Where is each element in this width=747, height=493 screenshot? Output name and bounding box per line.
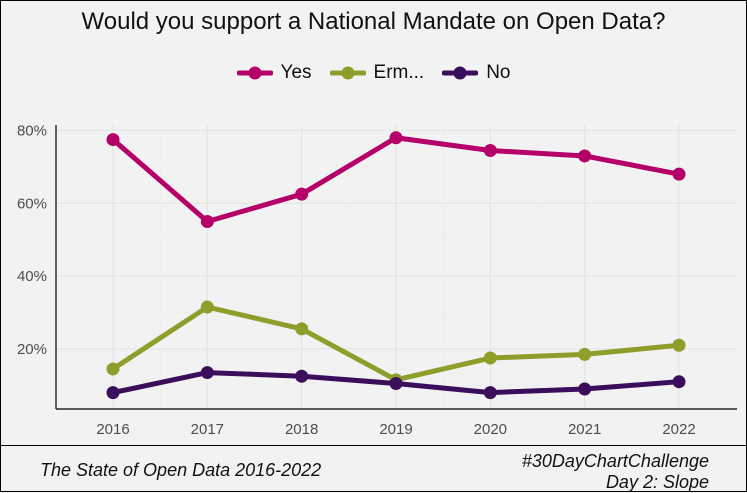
data-point	[389, 131, 403, 145]
data-point	[295, 322, 309, 336]
data-point	[672, 338, 686, 352]
source-caption: The State of Open Data 2016-2022	[40, 460, 322, 480]
legend-item: Erm...	[329, 62, 425, 84]
legend-key-point	[248, 66, 262, 80]
data-point	[200, 214, 214, 228]
footer-divider	[0, 445, 747, 446]
data-point	[389, 377, 403, 391]
data-point	[295, 187, 309, 201]
data-point	[483, 351, 497, 365]
chart-title: Would you support a National Mandate on …	[81, 8, 666, 35]
challenge-caption: #30DayChartChallenge Day 2: Slope	[522, 451, 709, 493]
data-point	[578, 149, 592, 163]
legend-label: Erm...	[373, 62, 425, 83]
challenge-tag: #30DayChartChallenge	[521, 451, 709, 471]
legend-key	[329, 66, 366, 80]
legend-item: No	[442, 62, 510, 84]
data-point	[672, 375, 686, 389]
data-point	[483, 386, 497, 400]
y-tick-label: 60%	[17, 195, 47, 212]
x-tick-label: 2017	[191, 421, 224, 438]
x-tick-label: 2016	[96, 421, 129, 438]
legend-key	[442, 66, 479, 80]
data-point	[578, 347, 592, 361]
data-point	[106, 133, 120, 147]
legend-key-point	[453, 66, 467, 80]
x-tick-label: 2019	[379, 421, 412, 438]
data-point	[578, 382, 592, 396]
data-point	[672, 167, 686, 181]
y-tick-label: 20%	[17, 341, 47, 358]
x-tick-label: 2018	[285, 421, 318, 438]
data-point	[483, 143, 497, 157]
data-point	[106, 386, 120, 400]
data-point	[295, 369, 309, 383]
chart-legend: Yes Erm... No	[0, 62, 747, 84]
y-tick-label: 40%	[17, 268, 47, 285]
y-tick-label: 80%	[17, 122, 47, 139]
data-point	[106, 362, 120, 376]
challenge-day: Day 2: Slope	[605, 472, 709, 492]
legend-key	[236, 66, 273, 80]
x-tick-label: 2022	[662, 421, 695, 438]
legend-item: Yes	[236, 62, 312, 84]
x-tick-label: 2021	[568, 421, 601, 438]
legend-label: No	[486, 62, 511, 83]
x-tick-label: 2020	[474, 421, 507, 438]
chart-plot: 20% 40% 60% 80% 2016 2017 2018 2019 2020 2021 2022	[17, 122, 737, 438]
legend-label: Yes	[280, 62, 312, 83]
data-point	[200, 366, 214, 380]
legend-key-point	[341, 66, 355, 80]
data-point	[200, 300, 214, 314]
